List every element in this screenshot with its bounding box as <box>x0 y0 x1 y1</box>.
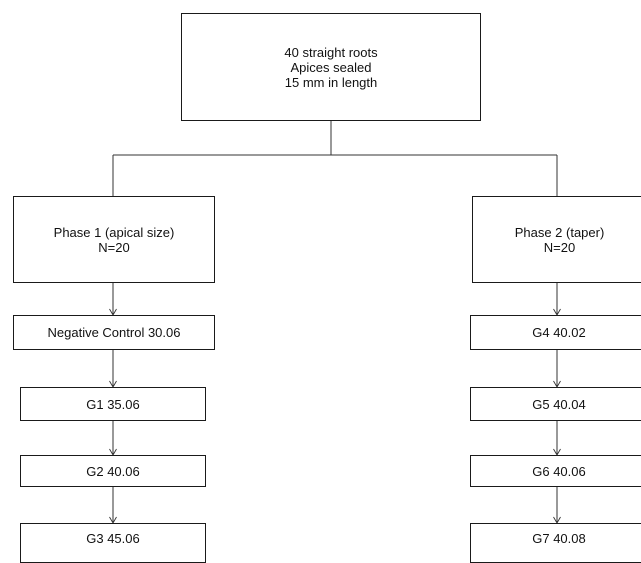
root-line-1: 40 straight roots <box>284 44 378 60</box>
phase2-box: Phase 2 (taper) N=20 <box>472 196 641 283</box>
group-g6-label: G6 40.06 <box>532 463 586 479</box>
group-g7-label: G7 40.08 <box>532 530 586 546</box>
root-line-2: Apices sealed <box>290 59 372 75</box>
group-g4-label: G4 40.02 <box>532 325 586 340</box>
group-g1-label: G1 35.06 <box>86 396 140 412</box>
phase2-title: Phase 2 (taper) <box>514 224 605 240</box>
root-line-3: 15 mm in length <box>284 74 378 90</box>
phase1-count: N=20 <box>98 239 130 255</box>
group-g3-box: G3 45.06 <box>20 523 206 563</box>
group-g5-box: G5 40.04 <box>470 387 641 421</box>
phase1-title: Phase 1 (apical size) <box>53 224 175 240</box>
group-g2-box: G2 40.06 <box>20 455 206 487</box>
phase2-count: N=20 <box>543 239 576 255</box>
group-g7-box: G7 40.08 <box>470 523 641 563</box>
group-negative-control-box: Negative Control 30.06 <box>13 315 215 350</box>
group-g1-box: G1 35.06 <box>20 387 206 421</box>
group-negative-control-label: Negative Control 30.06 <box>47 325 181 340</box>
group-g2-label: G2 40.06 <box>86 463 140 479</box>
root-box: 40 straight roots Apices sealed 15 mm in… <box>181 13 481 121</box>
phase1-box: Phase 1 (apical size) N=20 <box>13 196 215 283</box>
group-g3-label: G3 45.06 <box>86 530 140 546</box>
group-g5-label: G5 40.04 <box>532 396 586 412</box>
group-g6-box: G6 40.06 <box>470 455 641 487</box>
group-g4-box: G4 40.02 <box>470 315 641 350</box>
